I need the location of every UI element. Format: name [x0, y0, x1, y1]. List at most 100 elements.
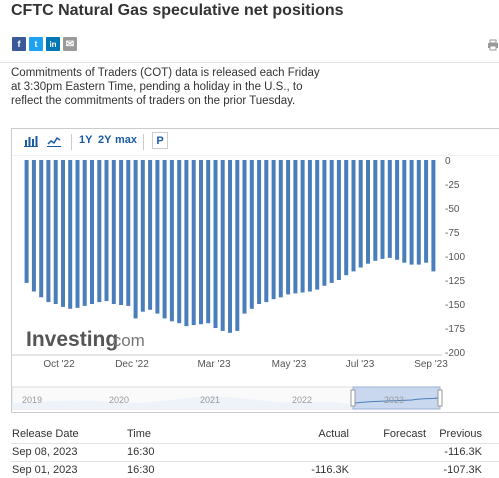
navigator-right-handle[interactable]	[437, 389, 443, 407]
bar	[329, 160, 334, 283]
cell-previous: -116.3K	[444, 446, 482, 458]
y-tick-label: -200	[445, 348, 465, 359]
bar	[264, 160, 269, 303]
bar	[46, 160, 51, 303]
bar	[380, 160, 385, 259]
print-icon[interactable]	[487, 38, 499, 51]
navigator: 2019 2020 2021 2022 2023	[12, 386, 443, 410]
bar	[177, 160, 182, 324]
bar	[395, 160, 400, 260]
y-tick-label: -125	[445, 276, 465, 287]
cell-release-date: Sep 08, 2023	[12, 446, 78, 458]
navigator-left-handle[interactable]	[350, 389, 356, 407]
bar	[235, 160, 240, 331]
bar	[126, 160, 131, 306]
bar	[119, 160, 124, 305]
email-icon[interactable]: ✉	[63, 37, 77, 51]
page-title: CFTC Natural Gas speculative net positio…	[11, 2, 344, 19]
bar	[213, 160, 218, 328]
divider	[0, 62, 499, 63]
cell-previous: -107.3K	[443, 464, 482, 476]
bar	[111, 160, 116, 304]
facebook-icon[interactable]: f	[12, 37, 26, 51]
watermark: Investing .com	[26, 328, 145, 351]
bar	[39, 160, 44, 298]
bar	[315, 160, 320, 290]
bar	[162, 160, 167, 319]
bar	[104, 160, 109, 302]
bar	[184, 160, 189, 327]
bar	[61, 160, 65, 307]
navigator-line	[354, 397, 439, 404]
bar	[387, 160, 392, 258]
x-tick-label: Oct '22	[43, 359, 75, 370]
bar	[155, 160, 160, 314]
col-release-date: Release Date	[12, 428, 79, 440]
bar	[140, 160, 145, 312]
bar	[133, 160, 138, 319]
bar	[68, 160, 73, 309]
bar	[307, 160, 312, 292]
bar	[409, 160, 414, 265]
range-max-button[interactable]: max	[115, 134, 138, 146]
watermark-suffix: .com	[108, 331, 145, 350]
bar	[24, 160, 29, 283]
description: Commitments of Traders (COT) data is rel…	[11, 67, 320, 107]
twitter-icon[interactable]: t	[29, 37, 43, 51]
bar	[336, 160, 341, 280]
bar	[431, 160, 436, 272]
bar	[220, 160, 225, 331]
bar	[169, 160, 174, 322]
bar	[82, 160, 87, 306]
bar	[344, 160, 349, 276]
y-tick-label: -25	[445, 180, 460, 191]
linkedin-icon[interactable]: in	[46, 37, 60, 51]
toolbar-separator	[143, 134, 144, 150]
bar	[424, 160, 429, 263]
bar	[75, 160, 80, 308]
bar	[293, 160, 298, 294]
bar	[300, 160, 305, 293]
table-row: Sep 08, 2023 16:30 -116.3K	[11, 446, 499, 462]
watermark-text: Investing	[26, 328, 118, 351]
bar	[53, 160, 58, 304]
x-axis: Oct '22 Dec '22 Mar '23 May '23 Jul '23 Sep '…	[12, 354, 448, 370]
bar	[90, 160, 94, 304]
p-button[interactable]: P	[152, 132, 168, 149]
y-tick-label: -50	[445, 204, 460, 215]
bar	[242, 160, 247, 314]
share-bar: f t in ✉	[12, 37, 77, 51]
bar	[228, 160, 232, 333]
x-tick-label: May '23	[272, 359, 307, 370]
y-tick-label: -75	[445, 228, 460, 239]
y-tick-label: -175	[445, 324, 465, 335]
bar	[191, 160, 196, 326]
col-time: Time	[127, 428, 152, 440]
navigator-year-label: 2020	[109, 395, 129, 405]
bar	[416, 160, 421, 265]
bar	[148, 160, 153, 310]
bar	[351, 160, 356, 272]
bar	[249, 160, 254, 309]
row-divider	[11, 443, 499, 444]
navigator-area	[12, 396, 352, 409]
chart-container: 1Y 2Y max P 0 -25 -50 -75 -100 -125 -150 -175 -2…	[11, 128, 499, 413]
y-axis: 0 -25 -50 -75 -100 -125 -150 -175 -200	[445, 156, 465, 359]
y-tick-label: -150	[445, 300, 465, 311]
y-tick-label: -100	[445, 252, 465, 263]
col-forecast: Forecast	[383, 428, 426, 440]
cell-release-date: Sep 01, 2023	[12, 464, 78, 476]
bar	[278, 160, 283, 298]
bar	[199, 160, 203, 325]
range-1y-button[interactable]: 1Y	[79, 134, 93, 146]
line-chart-icon[interactable]	[45, 133, 63, 149]
x-tick-label: Dec '22	[115, 359, 149, 370]
toolbar-separator	[71, 134, 72, 150]
col-actual: Actual	[318, 428, 349, 440]
range-2y-button[interactable]: 2Y	[98, 134, 112, 146]
navigator-year-label: 2019	[22, 395, 42, 405]
y-tick-label: 0	[445, 156, 451, 167]
x-tick-label: Sep '23	[414, 359, 448, 370]
navigator-year-label: 2021	[200, 395, 220, 405]
bar-chart-icon[interactable]	[22, 133, 40, 149]
